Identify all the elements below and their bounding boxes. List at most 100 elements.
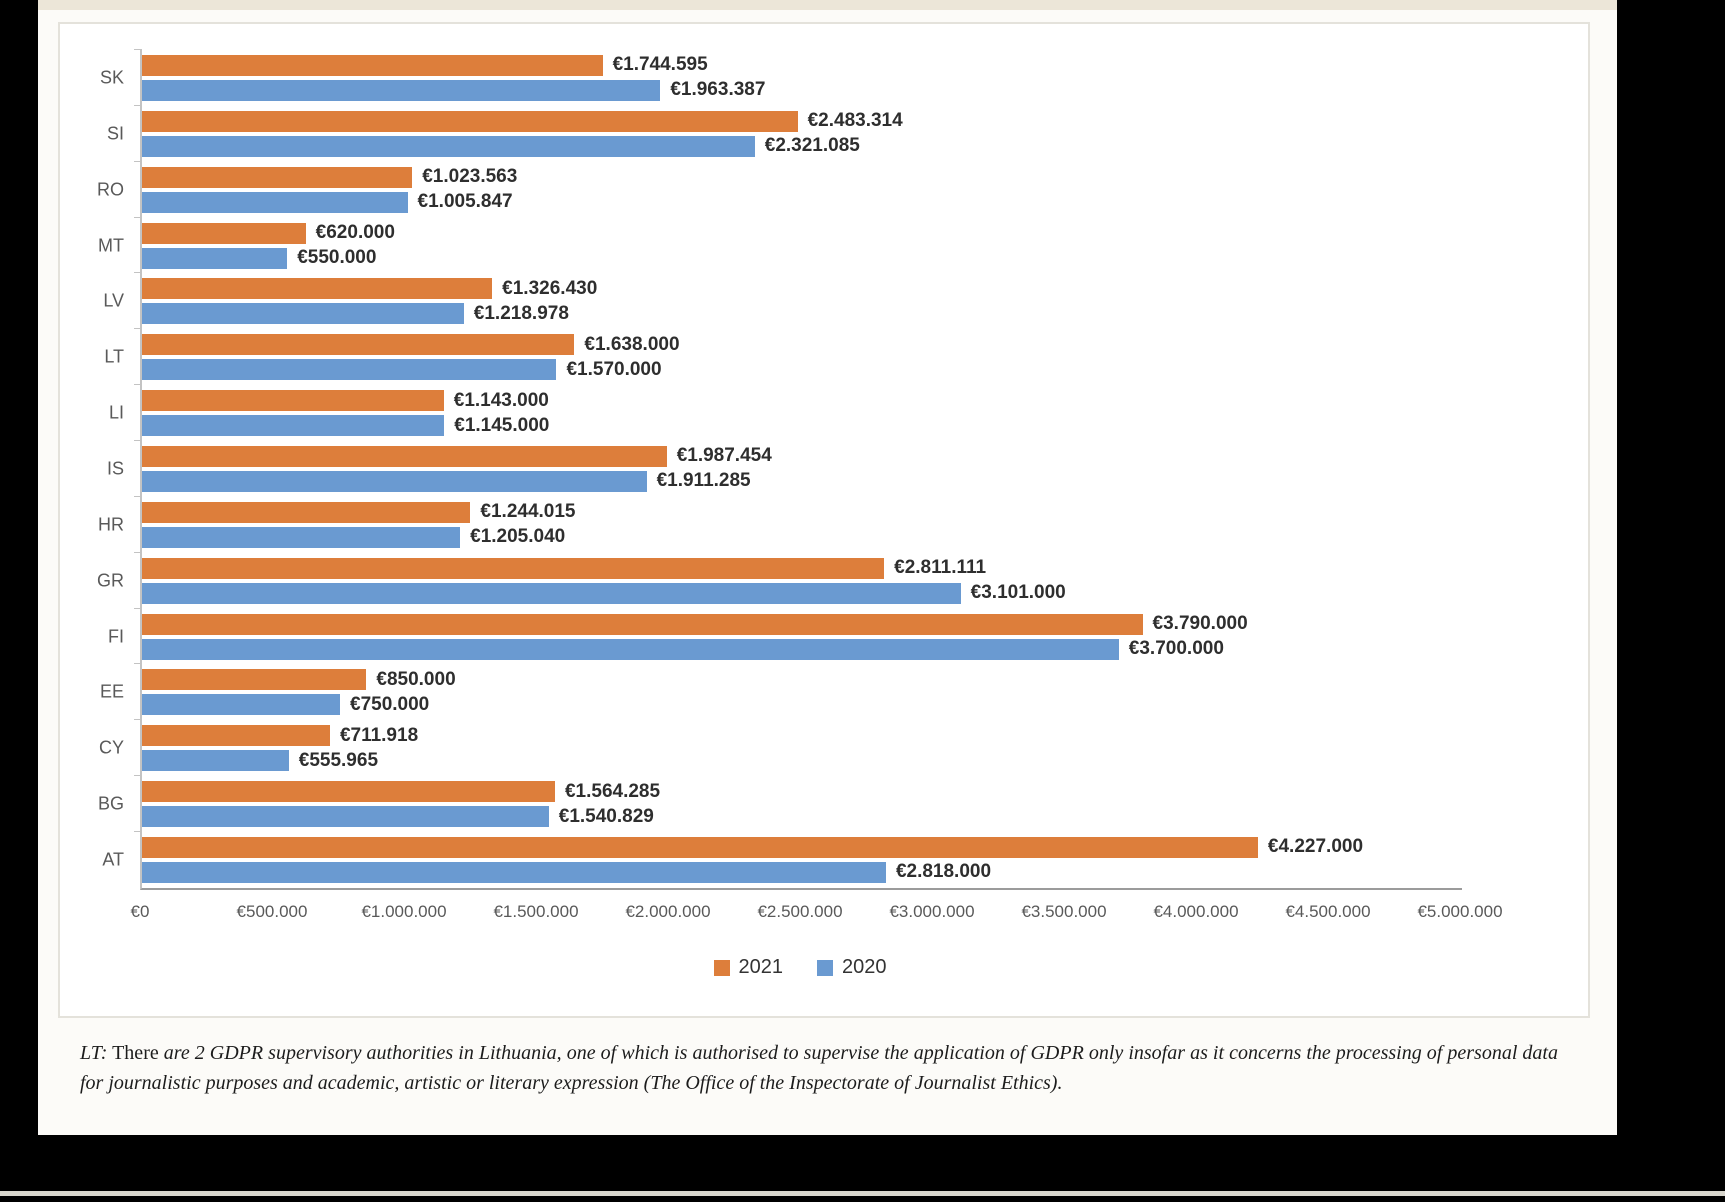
bar-2021 [142,501,471,523]
value-label-2020: €3.700.000 [1128,638,1224,660]
bar-2021 [142,725,330,747]
bar-row-2021: €1.987.454 [142,445,1462,467]
bar-2020 [142,694,340,716]
bar-group-cy: CY €711.918 €555.965 [99,719,1462,776]
value-label-2020: €1.205.040 [470,526,566,548]
value-label-2020: €2.818.000 [895,861,992,883]
value-label-2021: €711.918 [339,724,419,746]
bar-2020 [142,303,464,325]
legend-swatch-2020 [817,959,833,976]
bar-row-2021: €3.790.000 [142,613,1462,635]
legend-item-2020: 2020 [817,956,887,979]
value-label-2021: €1.143.000 [453,389,549,411]
bar-2020 [142,415,445,437]
value-label-2020: €2.321.085 [764,135,860,157]
legend-label-2021: 2021 [738,956,784,978]
page-top-strip [38,0,1617,10]
bar-row-2021: €1.143.000 [142,389,1462,412]
bar-2020 [142,359,557,381]
category-label: LV [103,290,124,311]
bar-2020 [142,526,461,548]
bar-group-is: IS €1.987.454 €1.911.285 [107,440,1462,497]
value-label-2020: €550.000 [297,247,377,268]
bar-2021 [142,669,367,691]
bar-row-2020: €1.963.387 [142,79,1462,101]
bar-row-2021: €711.918 [142,724,1462,747]
bar-row-2021: €850.000 [142,668,1462,691]
bar-2021 [142,54,603,76]
x-tick-label: €0 [130,902,150,921]
bar-group-sk: SK €1.744.595 €1.963.387 [100,49,1462,106]
bar-row-2021: €1.564.285 [142,780,1462,803]
value-label-2020: €750.000 [350,693,430,715]
bar-group-lv: LV €1.326.430 €1.218.978 [103,272,1462,329]
bar-row-2020: €2.818.000 [142,861,1462,883]
bar-2021 [142,166,413,188]
bar-group-fi: FI €3.790.000 €3.700.000 [108,607,1462,665]
value-label-2021: €4.227.000 [1267,836,1364,858]
bar-2020 [142,638,1119,660]
bar-group-si: SI €2.483.314 €2.321.085 [107,104,1462,162]
bar-group-ro: RO €1.023.563 €1.005.847 [97,160,1462,218]
bar-2021 [142,836,1258,858]
bar-2021 [142,278,493,300]
footnote-roman: There [107,1042,164,1064]
bar-row-2020: €750.000 [142,693,1462,716]
bar-row-2020: €555.965 [142,750,1462,772]
bar-group-ee: EE €850.000 €750.000 [100,663,1462,720]
category-label: HR [98,514,124,535]
bar-row-2020: €2.321.085 [142,135,1462,157]
bar-row-2021: €1.638.000 [142,334,1462,356]
legend-item-2021: 2021 [713,956,784,979]
x-tick-label: €3.500.000 [1021,902,1107,921]
category-label: FI [108,626,124,647]
bar-row-2020: €3.700.000 [142,638,1462,660]
legend: 2021 2020 [140,956,1460,979]
value-label-2020: €1.963.387 [670,79,766,101]
bar-row-2020: €1.205.040 [142,526,1462,548]
category-label: CY [98,737,124,758]
category-label: GR [97,570,124,591]
bar-group-at: AT €4.227.000 €2.818.000 [102,831,1462,888]
scanned-page: SK €1.744.595 €1.963.387 SI €2.483.314 €2.321… [38,0,1617,1135]
bar-2020 [142,806,549,828]
bar-group-lt: LT €1.638.000 €1.570.000 [104,328,1462,385]
category-label: LT [104,346,124,367]
bar-2021 [142,334,575,356]
value-label-2021: €1.564.285 [564,780,661,802]
bar-group-gr: GR €2.811.111 €3.101.000 [97,551,1462,609]
bar-2020 [142,135,755,157]
x-tick-label: €1.500.000 [493,902,579,921]
bar-row-2021: €1.326.430 [142,277,1462,300]
value-label-2021: €2.483.314 [807,110,903,132]
x-tick-label: €2.000.000 [625,902,711,921]
value-label-2020: €1.911.285 [656,470,751,492]
legend-label-2020: 2020 [842,956,887,978]
bar-2021 [142,781,555,803]
category-label: SI [106,123,124,144]
category-label: LI [108,402,124,423]
bar-2020 [142,191,408,213]
value-label-2020: €1.218.978 [473,302,569,324]
value-label-2021: €1.244.015 [480,501,576,523]
value-label-2021: €620.000 [315,222,395,243]
bar-row-2021: €1.244.015 [142,501,1462,523]
category-label: SK [99,67,124,88]
footnote-prefix: LT: [80,1042,108,1064]
bar-2021 [142,613,1143,635]
value-label-2021: €2.811.111 [894,557,987,579]
bar-row-2021: €2.811.111 [142,557,1462,579]
x-tick-label: €2.500.000 [757,902,843,921]
bottom-rule [0,1191,1725,1196]
value-label-2021: €1.326.430 [502,277,598,299]
x-tick-label: €3.000.000 [889,902,975,921]
category-label: MT [98,235,124,255]
x-tick-label: €1.000.000 [361,902,447,921]
bar-row-2020: €1.145.000 [142,415,1462,437]
x-tick-label: €4.000.000 [1153,902,1239,921]
value-label-2021: €850.000 [376,668,456,690]
value-label-2021: €1.023.563 [422,166,518,188]
bar-group-bg: BG €1.564.285 €1.540.829 [98,775,1462,832]
category-label: IS [106,458,124,479]
value-label-2021: €1.744.595 [612,54,708,76]
